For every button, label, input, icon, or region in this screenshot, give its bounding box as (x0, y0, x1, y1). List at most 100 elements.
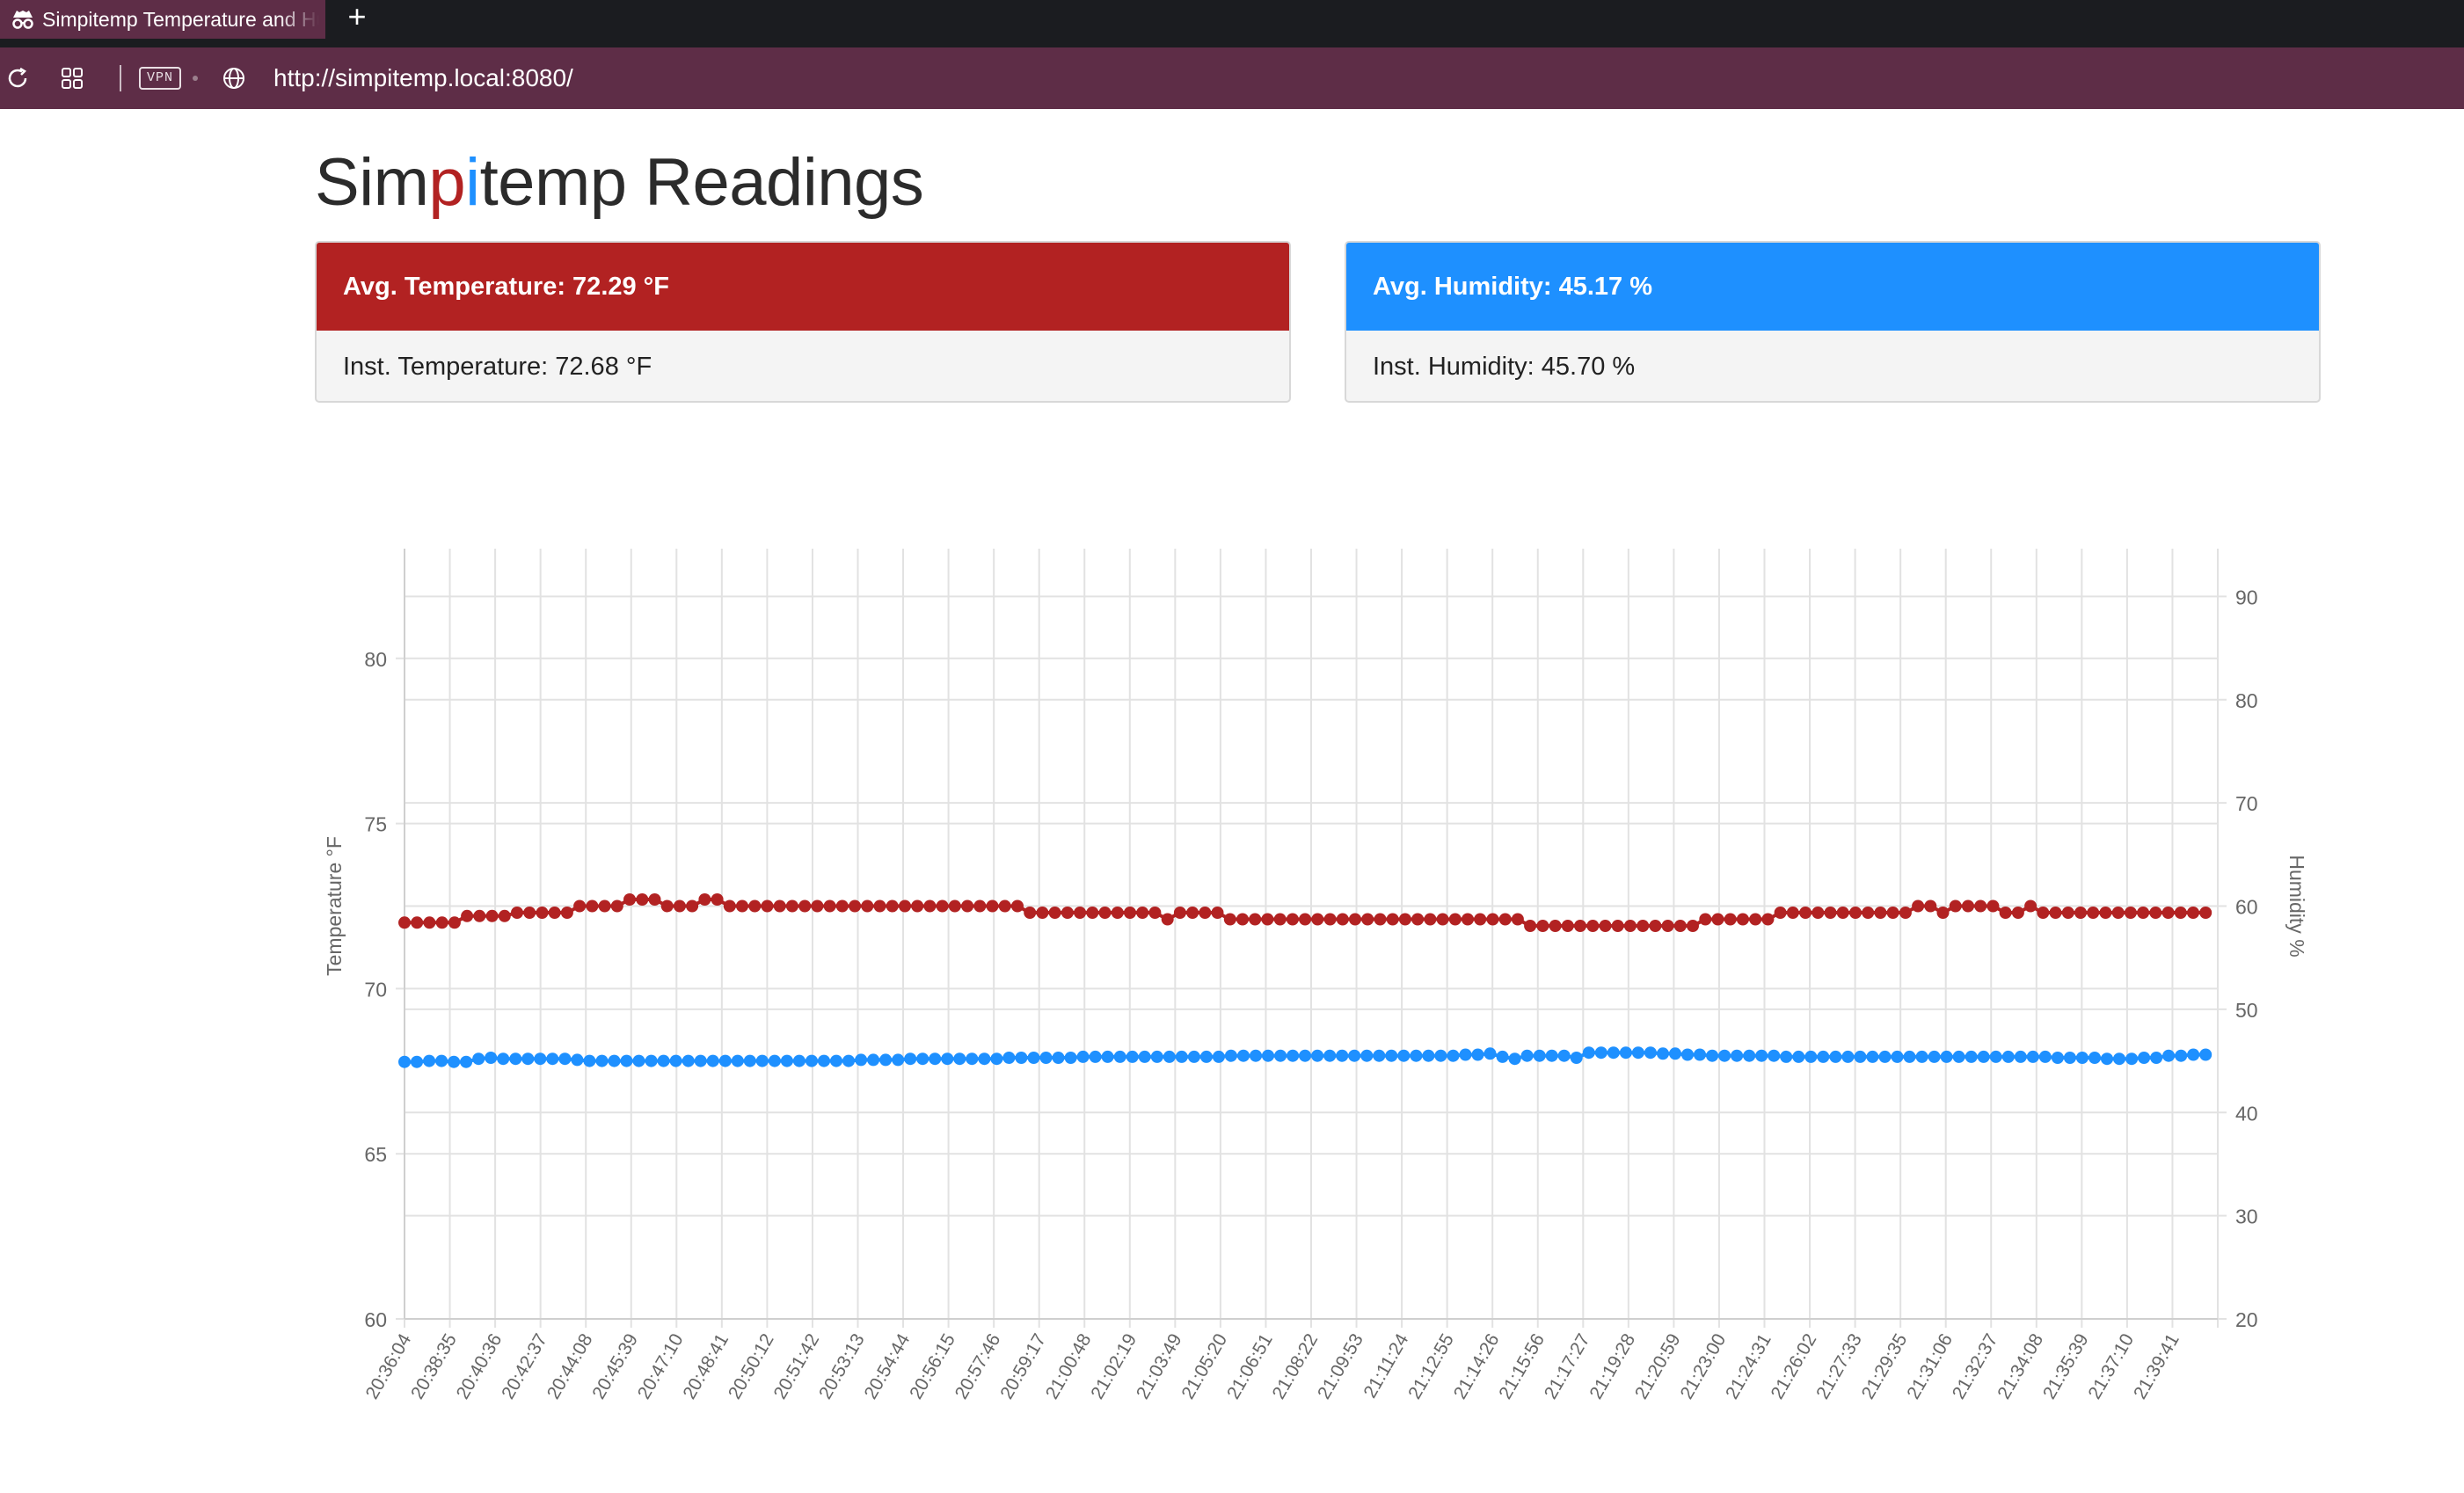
temperature-point (861, 899, 874, 913)
temperature-point (2011, 907, 2024, 919)
temperature-point (523, 907, 536, 919)
temperature-point (2124, 907, 2137, 919)
humidity-point (1780, 1050, 1793, 1063)
y-right-tick-label: 50 (2235, 999, 2258, 1022)
temperature-point (1086, 907, 1099, 919)
globe-icon[interactable] (216, 61, 252, 96)
temperature-point (1386, 913, 1399, 926)
humidity-point (534, 1052, 547, 1066)
humidity-point (1150, 1050, 1163, 1063)
temperature-point (748, 899, 762, 913)
humidity-point (1459, 1048, 1472, 1061)
temperature-point (899, 899, 911, 913)
humidity-point (1484, 1047, 1497, 1060)
temperature-point (1074, 907, 1087, 919)
tab-title: Simpitemp Temperature and Humidity (42, 7, 319, 31)
new-tab-button[interactable]: + (347, 0, 367, 34)
temperature-point (435, 916, 448, 929)
temperature-point (1349, 913, 1361, 926)
temperature-point (1673, 920, 1687, 932)
humidity-point (1039, 1052, 1053, 1064)
browser-tab[interactable]: Simpitemp Temperature and Humidity (0, 0, 325, 39)
humidity-point (1891, 1050, 1904, 1063)
humidity-point (595, 1054, 609, 1067)
humidity-point (571, 1053, 584, 1067)
temperature-point (648, 893, 661, 906)
temperature-point (1812, 907, 1825, 919)
humidity-point (435, 1054, 448, 1067)
humidity-point (448, 1055, 461, 1068)
humidity-point (780, 1054, 793, 1067)
temperature-point (723, 899, 736, 913)
humidity-point (2113, 1052, 2125, 1066)
temperature-point (2149, 907, 2162, 919)
humidity-point (1915, 1050, 1928, 1063)
temperature-point (1161, 913, 1174, 926)
humidity-point (1731, 1049, 1744, 1062)
temperature-point (1824, 907, 1837, 919)
humidity-point (966, 1052, 979, 1066)
humidity-point (1631, 1046, 1644, 1060)
temperature-point (573, 899, 587, 913)
temperature-point (473, 909, 486, 922)
humidity-point (855, 1053, 868, 1067)
y-left-tick-label: 75 (364, 813, 387, 836)
humidity-point (1607, 1046, 1620, 1060)
temperature-point (1511, 913, 1524, 926)
vpn-button[interactable]: VPN (139, 67, 181, 90)
humidity-point (1841, 1050, 1855, 1063)
humidity-point (1669, 1047, 1681, 1060)
humidity-point (1311, 1049, 1324, 1062)
humidity-point (1262, 1049, 1274, 1062)
humidity-point (645, 1054, 658, 1067)
temperature-point (411, 916, 424, 929)
temperature-point (2199, 907, 2212, 919)
temperature-point (1249, 913, 1262, 926)
temperature-point (636, 893, 649, 906)
humidity-point (1817, 1050, 1830, 1063)
temperature-point (1311, 913, 1324, 926)
temperature-point (1536, 920, 1549, 932)
temperature-point (2137, 907, 2150, 919)
temperature-point (536, 907, 549, 919)
humidity-point (1224, 1049, 1237, 1062)
humidity-point (1557, 1049, 1571, 1062)
temperature-point (423, 916, 436, 929)
temperature-point (1862, 907, 1875, 919)
humidity-point (1212, 1050, 1225, 1063)
humidity-point (830, 1054, 842, 1067)
y-left-tick-label: 65 (364, 1143, 387, 1166)
humidity-point (2001, 1050, 2015, 1063)
temperature-point (1374, 913, 1387, 926)
humidity-point (941, 1052, 954, 1066)
temperature-point (548, 907, 561, 919)
y-right-tick-label: 60 (2235, 896, 2258, 919)
reload-icon[interactable] (0, 61, 35, 96)
temperature-point (498, 909, 511, 922)
address-bar[interactable]: http://simpitemp.local:8080/ (273, 64, 573, 91)
y-right-tick-label: 40 (2235, 1102, 2258, 1125)
y-right-tick-label: 30 (2235, 1205, 2258, 1228)
temperature-point (698, 893, 711, 906)
browser-tab-bar: Simpitemp Temperature and Humidity + (0, 0, 2464, 47)
temperature-point (761, 899, 774, 913)
temperature-point (911, 899, 924, 913)
humidity-point (1940, 1050, 1953, 1063)
humidity-point (1434, 1049, 1447, 1062)
temperature-point (1736, 913, 1749, 926)
humidity-point (1089, 1050, 1102, 1063)
humidity-point (892, 1053, 905, 1067)
temperature-point (1936, 907, 1950, 919)
humidity-point (1199, 1050, 1213, 1063)
humidity-point (1397, 1049, 1411, 1062)
temperature-point (1148, 907, 1162, 919)
temperature-point (986, 899, 999, 913)
inst-humidity: Inst. Humidity: 45.70 % (1373, 353, 1636, 381)
humidity-card: Avg. Humidity: 45.17 % Inst. Humidity: 4… (1345, 241, 2321, 403)
humidity-point (1594, 1046, 1607, 1060)
tab-grid-icon[interactable] (55, 61, 90, 96)
temperature-point (660, 899, 674, 913)
humidity-point (1076, 1050, 1090, 1063)
temperature-point (1486, 913, 1499, 926)
humidity-point (485, 1052, 498, 1064)
